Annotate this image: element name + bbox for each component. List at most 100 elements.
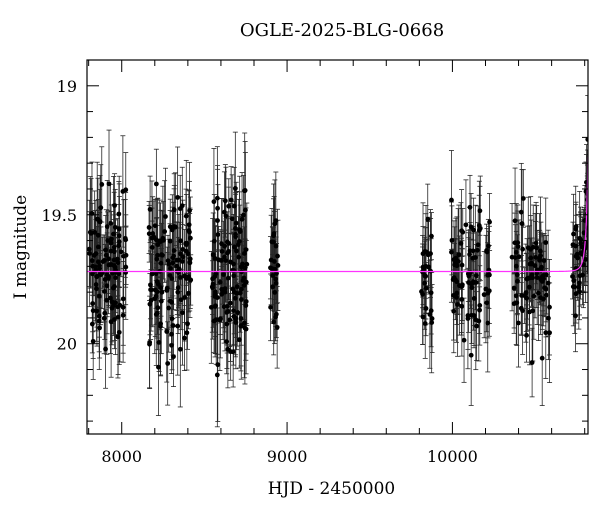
data-point [275,253,280,259]
data-point [187,260,193,266]
data-point [235,310,241,315]
data-point [213,303,219,309]
data-point [90,301,96,306]
data-point [451,293,456,298]
data-point [234,284,240,290]
data-point [164,329,170,334]
data-point [112,224,118,230]
data-point [224,321,230,327]
data-point [534,275,540,280]
data-point [177,251,183,257]
data-point [237,229,243,234]
data-point [178,238,184,244]
data-point [242,188,248,194]
data-point [186,274,191,280]
data-point [180,310,185,316]
data-point [483,286,489,292]
data-point [268,257,274,263]
data-point [154,289,160,295]
data-point [229,216,235,222]
data-point [158,285,164,291]
x-axis-label: HJD - 2450000 [268,479,396,499]
data-point [228,259,234,265]
data-point [515,278,520,284]
data-point [273,280,279,286]
data-point [471,313,477,318]
data-point [115,334,121,340]
data-point [574,251,580,257]
data-point [419,289,424,294]
data-point [154,256,160,262]
data-point [214,195,220,201]
data-point [111,263,117,268]
data-point [458,241,464,246]
data-point [217,317,223,323]
data-point [469,285,475,291]
data-point [210,252,216,258]
data-point [155,305,161,311]
data-point [516,320,521,326]
data-point [238,264,244,270]
data-point [226,248,232,254]
data-point [111,244,117,250]
data-point [96,318,102,324]
data-point [425,216,431,222]
data-point [576,284,582,290]
data-point [156,339,162,345]
data-points [87,137,588,378]
data-point [158,323,163,329]
data-point [116,233,122,239]
data-point [520,246,526,252]
data-point [532,263,538,269]
data-point [187,256,193,262]
data-point [153,271,159,277]
data-point [187,208,192,214]
data-point [120,312,126,318]
data-point [234,248,239,254]
data-point [115,256,120,262]
data-point [241,251,247,256]
data-point [232,226,238,231]
data-point [108,240,114,246]
data-point [239,216,245,222]
data-point [97,325,102,331]
data-point [116,271,122,277]
data-point [171,354,176,360]
data-point [238,323,244,328]
data-point [98,205,104,211]
data-point [233,320,239,325]
data-point [273,276,279,282]
y-axis-label: I magnitude [11,195,31,299]
data-point [175,285,181,291]
data-point [182,273,187,279]
data-point [169,316,175,322]
data-point [184,330,190,336]
data-point [271,319,277,325]
data-point [123,264,129,270]
data-point [215,205,220,211]
data-point [541,258,547,263]
data-point [94,274,100,280]
data-point [123,270,129,275]
data-point [90,338,96,344]
data-point [166,305,172,311]
data-point [146,231,152,237]
data-point [429,316,435,321]
data-point [104,297,110,303]
data-point [470,255,476,261]
data-point [108,319,114,325]
data-point [573,313,578,319]
data-point [146,225,152,230]
data-point [173,224,178,230]
data-point [538,295,544,301]
data-point [428,251,433,257]
data-point [104,224,110,229]
data-point [103,252,109,258]
data-point [232,295,238,301]
data-point [542,285,548,291]
data-point [97,266,103,271]
data-point [231,273,237,279]
data-point [428,308,434,314]
data-point [148,282,153,288]
data-point [528,260,534,266]
